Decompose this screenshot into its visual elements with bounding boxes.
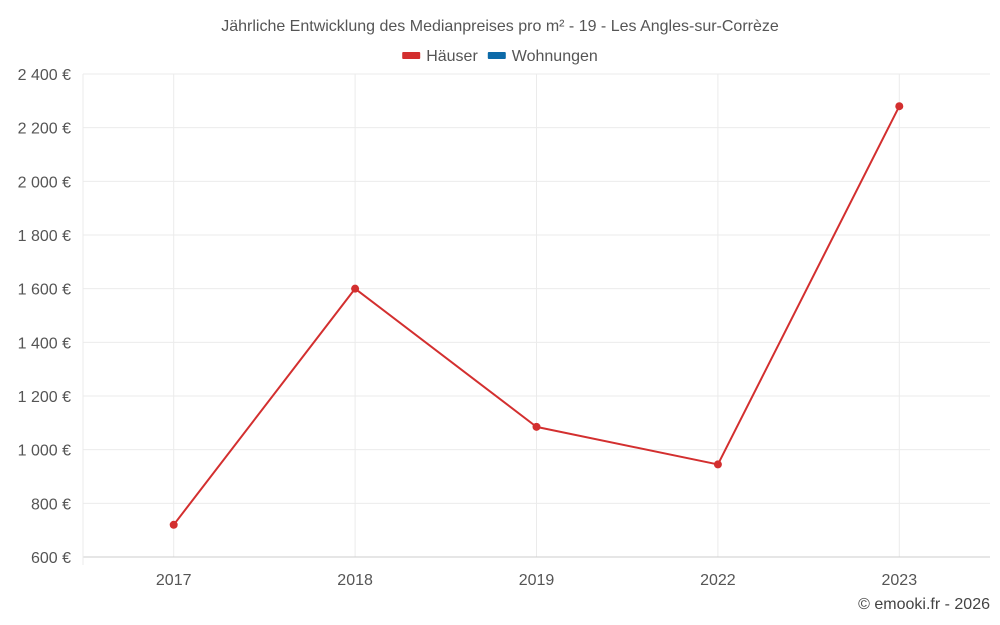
- y-tick-label: 1 800 €: [18, 228, 71, 245]
- x-tick-label: 2018: [337, 572, 373, 589]
- y-axis-ticks: 600 € 800 € 1 000 € 1 200 € 1 400 € 1 600 € 1 …: [18, 67, 71, 567]
- y-tick-label: 600 €: [31, 550, 71, 567]
- legend: Häuser Wohnungen: [402, 48, 598, 65]
- legend-label: Häuser: [426, 48, 478, 65]
- y-tick-label: 1 000 €: [18, 443, 71, 460]
- x-tick-label: 2023: [882, 572, 918, 589]
- legend-swatch: [402, 52, 421, 59]
- x-tick-label: 2019: [519, 572, 555, 589]
- data-point[interactable]: [713, 460, 722, 469]
- legend-swatch: [487, 52, 506, 59]
- y-tick-label: 2 400 €: [18, 67, 71, 84]
- y-tick-label: 2 200 €: [18, 121, 71, 138]
- y-tick-label: 2 000 €: [18, 174, 71, 191]
- y-tick-label: 800 €: [31, 496, 71, 513]
- legend-item[interactable]: Häuser: [402, 48, 478, 65]
- credit-text: © emooki.fr - 2026: [858, 596, 990, 613]
- legend-item[interactable]: Wohnungen: [487, 48, 598, 65]
- legend-label: Wohnungen: [512, 48, 598, 65]
- x-tick-label: 2022: [700, 572, 736, 589]
- y-tick-label: 1 200 €: [18, 389, 71, 406]
- x-axis-ticks: 2017 2018 2019 2022 2023: [156, 572, 917, 589]
- axis-lines: [82, 74, 990, 565]
- data-point[interactable]: [169, 520, 178, 529]
- chart-title: Jährliche Entwicklung des Medianpreises …: [221, 18, 779, 35]
- y-tick-label: 1 400 €: [18, 335, 71, 352]
- data-point[interactable]: [351, 284, 360, 293]
- x-tick-label: 2017: [156, 572, 192, 589]
- y-tick-label: 1 600 €: [18, 282, 71, 299]
- series-group: [169, 102, 904, 529]
- data-point[interactable]: [895, 102, 904, 111]
- x-gridlines: [173, 74, 900, 557]
- data-point[interactable]: [532, 422, 541, 431]
